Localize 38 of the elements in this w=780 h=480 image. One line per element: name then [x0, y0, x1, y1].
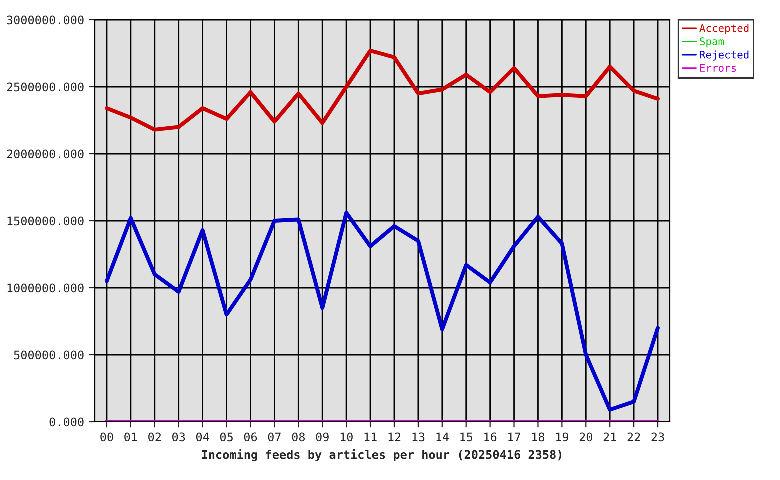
x-tick-label: 23	[652, 432, 664, 442]
line-series	[105, 48, 660, 132]
y-tick-label: 3000000.000	[7, 16, 84, 25]
legend-label: Errors	[700, 64, 736, 72]
x-tick-label: 16	[484, 432, 497, 442]
x-tick-label: 05	[220, 432, 233, 442]
x-tick-label: 02	[148, 432, 161, 442]
x-tick-label: 10	[340, 432, 353, 442]
y-tick-label: 2000000.000	[7, 150, 84, 159]
x-tick-label: 15	[460, 432, 473, 442]
x-tick-label: 04	[196, 432, 210, 442]
x-tick-label: 20	[580, 432, 592, 442]
x-tick-label: 22	[628, 432, 640, 442]
line-series	[105, 211, 660, 412]
x-tick-label: 08	[292, 432, 305, 442]
x-tick-label: 12	[388, 432, 401, 442]
x-tick-label: 01	[124, 432, 138, 442]
x-tick-label: 21	[604, 432, 616, 442]
x-tick-label: 19	[556, 432, 568, 442]
y-tick-label: 1000000.000	[8, 284, 84, 293]
y-tick-label: 0.000	[50, 418, 84, 427]
y-tick-label: 2500000.000	[7, 82, 84, 92]
x-tick-label: 06	[244, 432, 258, 442]
x-tick-label: 13	[412, 432, 425, 442]
y-tick-label: 1500000.000	[8, 216, 84, 226]
x-tick-label: 17	[508, 432, 520, 442]
legend-label: Spam	[700, 38, 724, 48]
x-tick-label: 00	[100, 432, 114, 442]
x-tick-label: 14	[436, 432, 449, 442]
legend-label: Rejected	[700, 50, 749, 61]
x-tick-label: 11	[364, 432, 377, 442]
x-tick-label: 18	[532, 432, 545, 442]
legend-label: Accepted	[700, 24, 749, 34]
x-tick-label: 09	[316, 432, 329, 442]
y-tick-label: 500000.000	[14, 350, 84, 360]
x-tick-label: 03	[172, 432, 186, 442]
x-tick-label: 07	[268, 432, 281, 442]
x-axis-title: Incoming feeds by articles per hour (20250416 2358)	[202, 449, 562, 462]
